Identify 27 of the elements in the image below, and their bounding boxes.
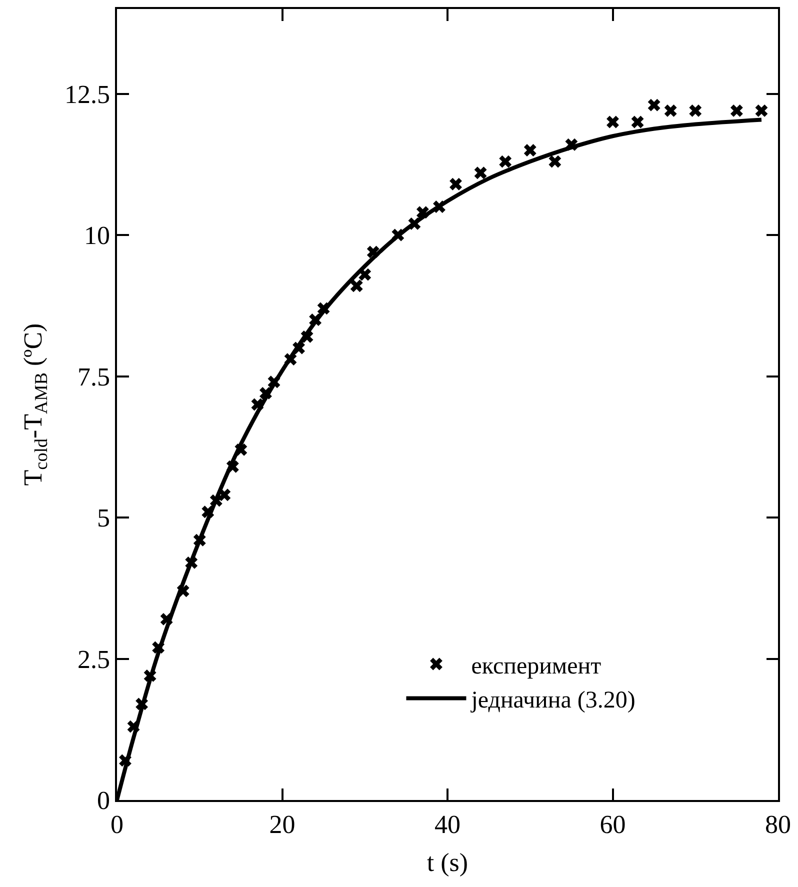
point: [755, 104, 768, 117]
point: [450, 178, 462, 190]
point: [474, 166, 487, 180]
point: [606, 116, 619, 128]
point: [350, 280, 363, 292]
point: [689, 104, 702, 117]
legend-label: једначина (3.20): [470, 688, 636, 714]
legend-label: експеримент: [471, 653, 602, 680]
point: [648, 98, 660, 112]
x-tick-label: 80: [765, 810, 791, 839]
y-tick-label: 10: [84, 221, 110, 250]
x-tick-label: 40: [434, 810, 460, 839]
y-tick-label: 2.5: [78, 644, 110, 674]
point: [524, 144, 536, 156]
point: [730, 104, 743, 117]
x-tick-label: 20: [269, 810, 296, 839]
x-axis-title: t (s): [426, 848, 468, 878]
point: [631, 116, 644, 128]
point: [664, 104, 677, 117]
point: [499, 155, 512, 168]
y-tick-label: 7.5: [78, 362, 110, 392]
y-tick-label: 0: [97, 786, 110, 816]
x-tick-label: 60: [600, 810, 626, 839]
y-tick-label: 12.5: [64, 80, 110, 109]
point: [358, 268, 372, 281]
y-tick-label: 5: [97, 504, 110, 533]
point: [548, 155, 562, 168]
